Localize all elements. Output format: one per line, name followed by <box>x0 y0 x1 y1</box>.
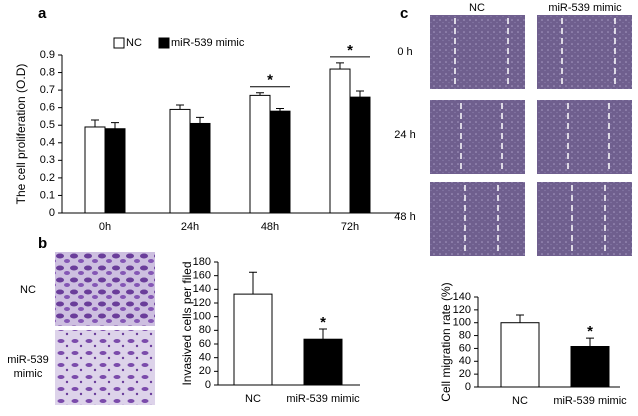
error-bar <box>256 92 264 96</box>
micrograph <box>430 100 525 174</box>
micrograph <box>55 252 155 326</box>
y-tick-label: 40 <box>199 352 211 364</box>
y-tick-label: 100 <box>453 317 471 329</box>
bar <box>189 122 211 214</box>
micrograph <box>55 330 155 405</box>
error-bar <box>516 314 524 323</box>
y-tick-label: 140 <box>453 291 471 303</box>
bar <box>249 94 271 214</box>
y-tick-label: 0.8 <box>40 66 55 78</box>
legend-label: NC <box>126 37 142 49</box>
bar <box>303 338 343 386</box>
y-tick-label: 20 <box>199 365 211 377</box>
row-label: NC <box>20 284 36 296</box>
x-tick-label: 48h <box>261 221 279 233</box>
row-label: 48 h <box>394 211 415 223</box>
panel-label: c <box>400 5 408 22</box>
significance: * <box>587 323 593 340</box>
y-axis-label: The cell proliferation (O.D) <box>14 64 28 205</box>
y-tick-label: 0.3 <box>40 154 55 166</box>
error-bar <box>586 337 594 347</box>
y-axis-label: Cell migration rate (%) <box>439 282 453 401</box>
error-bar <box>276 108 284 112</box>
bar <box>570 346 610 388</box>
error-bar <box>356 90 364 98</box>
bar <box>169 108 191 214</box>
x-tick-label: 24h <box>181 221 199 233</box>
legend-swatch <box>158 37 170 49</box>
bar <box>500 322 540 388</box>
panel-label: b <box>38 235 47 252</box>
micrograph <box>430 15 525 89</box>
y-tick-label: 0.6 <box>40 102 55 114</box>
bar <box>329 68 351 214</box>
y-tick-label: 0.7 <box>40 84 55 96</box>
error-bar <box>111 122 119 129</box>
y-tick-label: 120 <box>193 297 211 309</box>
significance: * <box>320 314 326 331</box>
x-tick-label: miR-539 mimic <box>286 393 360 405</box>
y-tick-label: 0.5 <box>40 119 55 131</box>
y-tick-label: 0 <box>465 381 471 393</box>
micrograph <box>537 100 632 174</box>
y-axis-label: Invasived cells per filed <box>180 261 194 385</box>
y-tick-label: 0 <box>49 207 55 219</box>
bar <box>104 128 126 214</box>
x-tick-label: miR-539 mimic <box>553 395 627 407</box>
y-tick-label: 0.9 <box>40 49 55 61</box>
y-tick-label: 160 <box>193 270 211 282</box>
row-label: 24 h <box>394 129 415 141</box>
bar <box>349 96 371 214</box>
panel-label: a <box>38 5 47 22</box>
error-bar <box>196 116 204 124</box>
bar <box>269 110 291 214</box>
error-bar <box>176 104 184 110</box>
y-tick-label: 0.2 <box>40 172 55 184</box>
y-tick-label: 120 <box>453 304 471 316</box>
x-tick-label: 0h <box>99 221 111 233</box>
y-tick-label: 80 <box>199 324 211 336</box>
row-label: mimic <box>14 368 43 380</box>
y-tick-label: 80 <box>459 329 471 341</box>
row-label: 0 h <box>397 46 412 58</box>
micrograph <box>537 15 632 89</box>
error-bar <box>91 119 99 127</box>
y-tick-label: 0.4 <box>40 137 55 149</box>
significance: * <box>267 72 273 89</box>
micrograph <box>537 182 632 256</box>
row-label: miR-539 <box>7 354 49 366</box>
y-tick-label: 0.1 <box>40 189 55 201</box>
legend-label: miR-539 mimic <box>171 37 245 49</box>
y-tick-label: 0 <box>205 379 211 391</box>
bar <box>233 293 273 386</box>
x-tick-label: 72h <box>341 221 359 233</box>
error-bar <box>319 328 327 340</box>
column-label: NC <box>469 2 485 14</box>
y-tick-label: 60 <box>199 338 211 350</box>
bar <box>84 126 106 214</box>
y-tick-label: 40 <box>459 355 471 367</box>
y-tick-label: 180 <box>193 256 211 268</box>
y-tick-label: 100 <box>193 311 211 323</box>
error-bar <box>249 271 257 295</box>
y-tick-label: 60 <box>459 342 471 354</box>
y-tick-label: 140 <box>193 283 211 295</box>
x-tick-label: NC <box>245 393 261 405</box>
error-bar <box>336 62 344 70</box>
y-tick-label: 20 <box>459 368 471 380</box>
x-tick-label: NC <box>512 395 528 407</box>
column-label: miR-539 mimic <box>548 2 622 14</box>
micrograph <box>430 182 525 256</box>
micrograph-grid <box>430 15 632 256</box>
significance: * <box>347 42 353 59</box>
legend-swatch <box>113 37 125 49</box>
